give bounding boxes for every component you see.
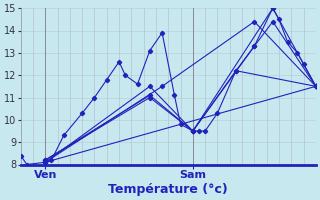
X-axis label: Température (°c): Température (°c) (108, 183, 228, 196)
